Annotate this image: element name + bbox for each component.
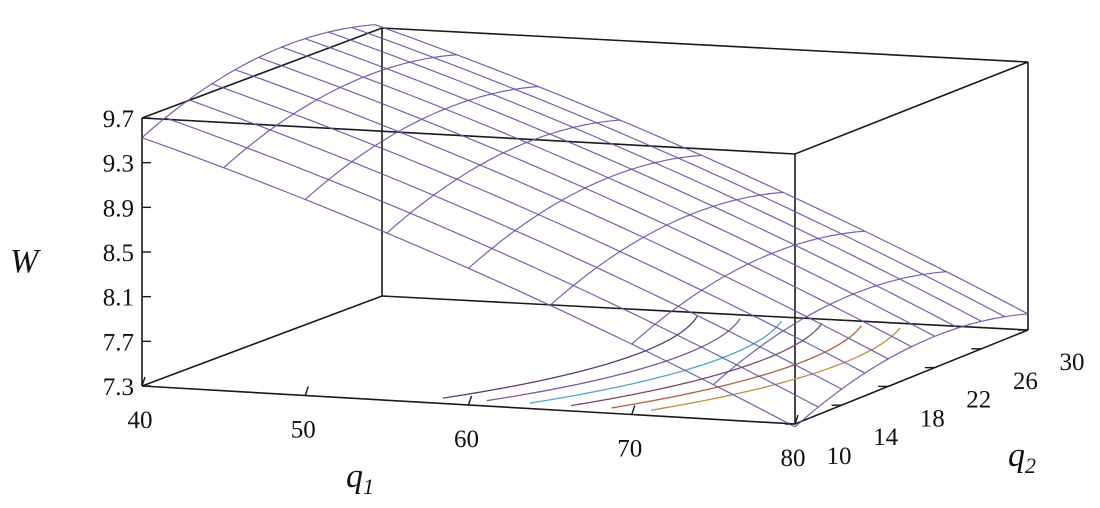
z-tick-label-3: 8.5 xyxy=(103,240,134,267)
y-axis-title-main: q xyxy=(1008,437,1025,474)
box-back-floor-edge xyxy=(141,295,1029,387)
y-axis-title-sub: 2 xyxy=(1025,453,1036,478)
floor-contours xyxy=(442,315,901,411)
x-axis-title-main: q xyxy=(346,458,363,495)
mesh-line-q1-2 xyxy=(304,85,539,200)
z-tick-label-6: 9.7 xyxy=(103,106,134,133)
z-tick-label-4: 8.9 xyxy=(103,195,134,222)
x-tick-mark-1 xyxy=(304,386,309,396)
y-axis-ticks: 10 14 18 22 26 30 xyxy=(785,329,1085,470)
x-tick-mark-2 xyxy=(467,395,473,406)
mesh-line-q2-8 xyxy=(328,31,982,322)
y-tick-label-0: 10 xyxy=(827,443,852,470)
mesh-line-q2-9 xyxy=(351,26,1005,318)
x-axis-ticks: 40 50 60 70 80 xyxy=(128,376,806,472)
contour-line-1 xyxy=(486,318,741,402)
x-tick-label-2: 60 xyxy=(454,426,479,453)
mesh-line-q2-7 xyxy=(304,38,959,329)
y-tick-label-1: 14 xyxy=(873,424,899,451)
contour-line-0 xyxy=(442,315,698,399)
z-tick-label-5: 9.3 xyxy=(103,151,134,178)
mesh-line-q2-4 xyxy=(234,69,889,360)
mesh-line-q2-6 xyxy=(281,46,936,337)
x-tick-label-4: 80 xyxy=(781,445,806,472)
mesh-line-q1-4 xyxy=(468,154,702,269)
contour-line-5 xyxy=(650,327,901,411)
z-tick-label-0: 7.3 xyxy=(103,374,134,401)
z-axis-title: W xyxy=(10,243,41,280)
mesh-line-q1-1 xyxy=(223,54,457,169)
mesh-line-q2-10 xyxy=(374,24,1029,315)
y-tick-label-5: 30 xyxy=(1060,349,1085,376)
x-tick-mark-3 xyxy=(631,405,636,415)
contour-line-4 xyxy=(611,325,862,409)
z-tick-label-1: 7.7 xyxy=(103,329,134,356)
mesh-line-q2-5 xyxy=(258,56,912,348)
contour-line-2 xyxy=(529,320,783,404)
z-axis-ticks: 7.3 7.7 8.1 8.5 8.9 9.3 9.7 xyxy=(103,106,151,401)
x-axis-title: q1 xyxy=(346,458,374,499)
contour-line-3 xyxy=(570,322,823,407)
plot-box xyxy=(141,27,1029,425)
y-tick-label-3: 22 xyxy=(966,387,991,414)
x-axis-title-sub: 1 xyxy=(363,474,374,499)
box-top-front-edge xyxy=(141,61,1029,155)
mesh-line-q1-3 xyxy=(386,119,620,234)
mesh-line-q2-0 xyxy=(141,137,796,428)
box-front-bottom-edge xyxy=(141,329,1029,425)
x-tick-label-1: 50 xyxy=(291,417,316,444)
mesh-line-q2-3 xyxy=(211,83,866,374)
y-tick-label-4: 26 xyxy=(1013,368,1038,395)
z-tick-label-2: 8.1 xyxy=(103,285,134,312)
y-tick-label-2: 18 xyxy=(920,405,945,432)
mesh-line-q2-2 xyxy=(188,99,842,390)
x-tick-mark-0 xyxy=(141,376,146,387)
surface-mesh xyxy=(141,24,1029,428)
x-tick-label-3: 70 xyxy=(617,436,642,463)
x-tick-mark-4 xyxy=(794,414,799,425)
box-back-top-edge xyxy=(141,27,1029,119)
x-tick-label-0: 40 xyxy=(128,407,153,434)
mesh-line-q2-1 xyxy=(165,117,819,408)
y-axis-title: q2 xyxy=(1008,437,1036,478)
